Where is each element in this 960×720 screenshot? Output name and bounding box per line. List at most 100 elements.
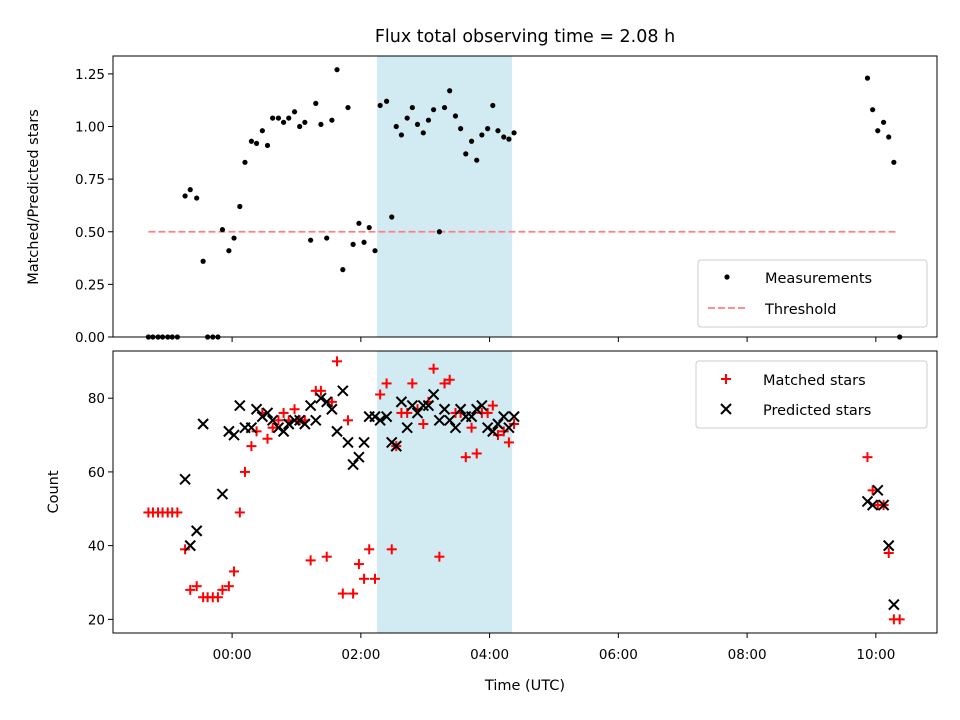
matched-stars-point — [482, 407, 493, 418]
predicted-stars-legend-marker — [720, 403, 732, 415]
bottom-y-axis-label: Count — [46, 470, 62, 513]
predicted-stars-point — [877, 499, 890, 511]
matched-stars-point — [370, 573, 381, 584]
measurement-point — [474, 157, 480, 163]
measurement-point — [280, 119, 287, 125]
matched-stars-point — [492, 430, 503, 441]
predicted-stars-point — [245, 421, 258, 434]
predicted-stars-point — [395, 396, 408, 408]
top-axes-frame — [112, 55, 938, 338]
predicted-stars-point — [272, 421, 285, 434]
top-y-tick-label: 1.00 — [75, 120, 105, 136]
measurement-point — [393, 123, 399, 130]
threshold-legend-label: Threshold — [764, 302, 836, 318]
predicted-stars-point — [487, 425, 499, 438]
bottom-y-tick-label: 20 — [88, 612, 105, 628]
matched-stars-point — [509, 418, 520, 429]
top-legend: Measurements Threshold — [697, 259, 928, 328]
bottom-axes-frame — [112, 350, 938, 634]
predicted-stars-point — [184, 539, 196, 552]
predicted-stars-point — [866, 499, 879, 511]
predicted-stars-point — [266, 414, 279, 427]
measurement-point — [372, 248, 378, 254]
top-y-axis: 0.00 0.25 0.50 0.75 1.00 1.25 — [75, 67, 113, 346]
matched-stars-point — [364, 544, 375, 555]
predicted-stars-point — [315, 392, 327, 404]
measurement-point — [345, 104, 351, 111]
predicted-stars-point — [299, 418, 311, 430]
matched-stars-point — [251, 426, 262, 437]
measurement-point — [511, 130, 517, 136]
bottom-y-tick-label: 40 — [88, 539, 105, 555]
matched-stars-point — [466, 422, 477, 433]
measurement-point — [425, 117, 432, 123]
x-tick-label: 08:00 — [728, 647, 767, 663]
matched-stars-point — [326, 396, 337, 407]
predicted-stars-point — [411, 407, 424, 419]
top-y-tick-label: 1.25 — [75, 67, 105, 83]
x-tick-label: 00:00 — [213, 647, 252, 663]
measurement-point — [318, 121, 324, 128]
measurement-point — [366, 224, 372, 231]
predicted-stars-point — [216, 488, 229, 500]
predicted-stars-point — [872, 484, 884, 497]
measurement-point — [264, 142, 271, 149]
matched-stars-point — [353, 559, 364, 570]
x-tick-label: 02:00 — [341, 647, 380, 663]
matched-stars-point — [267, 422, 278, 433]
measurements-legend-marker — [724, 274, 730, 280]
matched-stars-point — [460, 452, 471, 463]
predicted-stars-point — [438, 403, 451, 415]
measurement-point — [219, 227, 226, 233]
top-y-tick-label: 0.75 — [75, 172, 105, 188]
matched-stars-point — [321, 551, 332, 562]
matched-stars-point — [487, 400, 498, 411]
bottom-legend: Matched stars Predicted stars — [695, 360, 928, 429]
predicted-stars-point — [401, 421, 413, 434]
predicted-stars-point — [197, 418, 209, 430]
measurement-point — [340, 267, 346, 273]
measurement-point — [226, 248, 232, 254]
matched-stars-point — [229, 566, 240, 577]
measurement-point — [275, 115, 282, 121]
bottom-legend-box — [695, 360, 928, 429]
predicted-stars-point — [293, 414, 306, 427]
predicted-stars-point — [417, 399, 429, 412]
measurement-point — [409, 104, 415, 111]
predicted-stars-point — [427, 388, 440, 401]
measurement-point — [187, 187, 193, 193]
measurements-legend-label: Measurements — [765, 271, 872, 287]
matched-stars-point — [348, 588, 359, 599]
predicted-stars-legend-label: Predicted stars — [763, 403, 871, 419]
matched-stars-point — [439, 378, 450, 389]
matched-stars-point — [894, 614, 905, 625]
predicted-stars-point — [358, 436, 370, 449]
measurement-point — [270, 115, 276, 121]
matched-stars-point — [434, 551, 445, 562]
matched-stars-point — [428, 363, 439, 374]
measurement-point — [383, 98, 390, 104]
matched-stars-point — [342, 415, 353, 426]
matched-stars-point — [239, 466, 250, 477]
predicted-stars-point — [256, 410, 269, 423]
measurement-point — [194, 195, 200, 201]
matched-stars-point — [862, 452, 873, 463]
predicted-stars-point — [347, 458, 359, 471]
predicted-stars-point — [492, 418, 504, 430]
matched-stars-point — [273, 415, 284, 426]
matched-stars-point — [332, 356, 343, 367]
top-y-tick-label: 0.25 — [75, 277, 105, 293]
chart-title: Flux total observing time = 2.08 h — [375, 27, 675, 47]
measurement-point — [447, 88, 453, 94]
predicted-stars-series — [179, 385, 900, 611]
measurement-point — [495, 128, 501, 134]
predicted-stars-point — [433, 414, 446, 427]
measurement-point — [237, 203, 243, 210]
top-y-tick-label: 0.50 — [75, 225, 105, 241]
measurement-point — [200, 258, 206, 264]
bottom-x-axis: 00:00 02:00 04:00 06:00 08:00 10:00 — [213, 633, 895, 663]
measurement-point — [313, 100, 319, 106]
predicted-stars-point — [234, 399, 246, 412]
measurement-point — [468, 138, 475, 144]
